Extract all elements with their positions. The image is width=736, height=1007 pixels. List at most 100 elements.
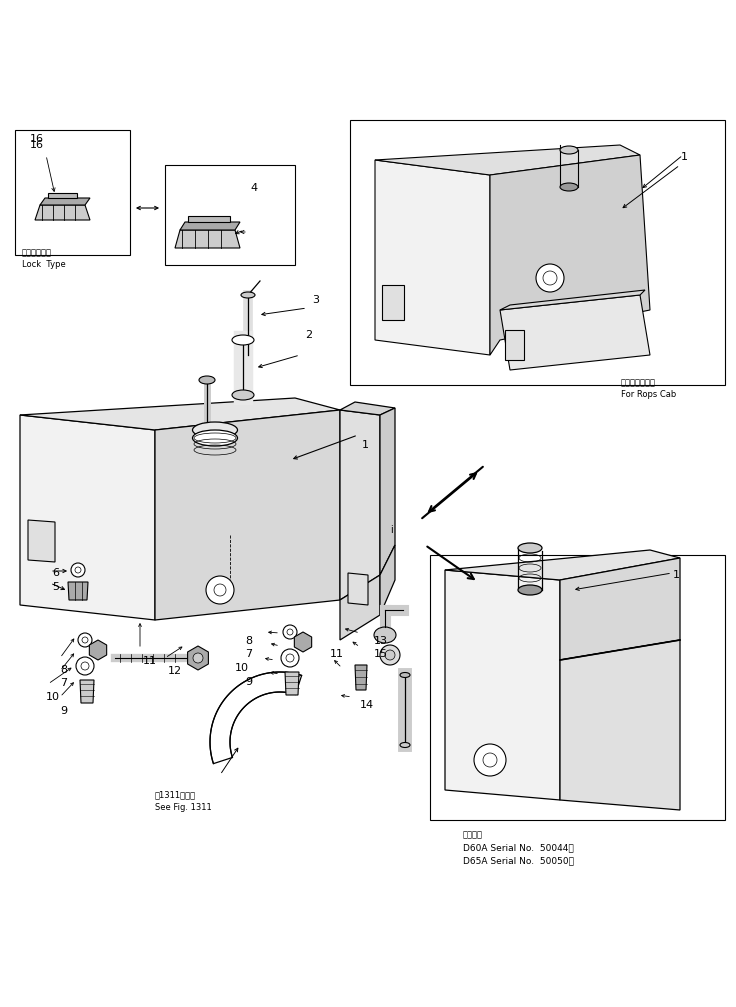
Text: 16: 16 xyxy=(30,134,44,144)
Bar xyxy=(15,130,130,255)
Polygon shape xyxy=(20,398,340,430)
Ellipse shape xyxy=(374,627,396,643)
Text: 8: 8 xyxy=(245,636,252,646)
Text: 第1311図参照: 第1311図参照 xyxy=(155,790,196,799)
Text: See Fig. 1311: See Fig. 1311 xyxy=(155,803,212,812)
Text: 11: 11 xyxy=(330,649,344,659)
Text: 3: 3 xyxy=(312,295,319,305)
Text: i: i xyxy=(390,525,393,535)
Text: For Rops Cab: For Rops Cab xyxy=(621,390,676,399)
Ellipse shape xyxy=(193,430,238,446)
Text: 15: 15 xyxy=(374,649,388,659)
Polygon shape xyxy=(490,155,650,355)
Ellipse shape xyxy=(232,390,254,400)
Polygon shape xyxy=(175,230,240,248)
Text: 2: 2 xyxy=(305,330,312,340)
Text: 14: 14 xyxy=(360,700,374,710)
Polygon shape xyxy=(380,408,395,575)
Text: 12: 12 xyxy=(168,666,182,676)
Text: 4: 4 xyxy=(250,183,257,193)
Polygon shape xyxy=(340,410,380,600)
Circle shape xyxy=(82,637,88,643)
Text: 9: 9 xyxy=(245,677,252,687)
Ellipse shape xyxy=(518,585,542,595)
Text: 6: 6 xyxy=(52,568,59,578)
Polygon shape xyxy=(500,295,650,370)
Polygon shape xyxy=(40,198,90,205)
Polygon shape xyxy=(382,285,404,320)
Circle shape xyxy=(283,625,297,639)
Polygon shape xyxy=(294,632,311,652)
Text: 8: 8 xyxy=(60,665,67,675)
Text: 1: 1 xyxy=(681,152,688,162)
Polygon shape xyxy=(68,582,88,600)
Circle shape xyxy=(76,657,94,675)
Circle shape xyxy=(78,633,92,648)
Text: 16: 16 xyxy=(30,140,44,150)
Polygon shape xyxy=(340,402,395,415)
Circle shape xyxy=(286,654,294,662)
Polygon shape xyxy=(340,575,380,640)
Circle shape xyxy=(71,563,85,577)
Circle shape xyxy=(483,753,497,767)
Circle shape xyxy=(206,576,234,604)
Text: 5: 5 xyxy=(52,582,59,592)
Circle shape xyxy=(75,567,81,573)
Ellipse shape xyxy=(199,376,215,384)
Polygon shape xyxy=(445,570,560,800)
Polygon shape xyxy=(445,550,680,580)
Circle shape xyxy=(287,629,293,635)
Polygon shape xyxy=(560,558,680,660)
Circle shape xyxy=(81,662,89,670)
Text: 9: 9 xyxy=(60,706,67,716)
Circle shape xyxy=(214,584,226,596)
Polygon shape xyxy=(80,680,94,703)
Polygon shape xyxy=(500,290,645,310)
Ellipse shape xyxy=(241,292,255,298)
Text: 11: 11 xyxy=(143,656,157,666)
Text: 10: 10 xyxy=(235,663,249,673)
Text: 1: 1 xyxy=(362,440,369,450)
Bar xyxy=(165,165,295,265)
Polygon shape xyxy=(285,672,299,695)
Polygon shape xyxy=(355,665,367,690)
Text: D65A Serial No.  50050～: D65A Serial No. 50050～ xyxy=(463,856,574,865)
Polygon shape xyxy=(375,145,640,175)
Circle shape xyxy=(281,649,299,667)
Text: 13: 13 xyxy=(374,636,388,646)
Polygon shape xyxy=(28,520,55,562)
Polygon shape xyxy=(375,160,490,355)
Polygon shape xyxy=(560,640,680,810)
Ellipse shape xyxy=(400,742,410,747)
Text: Lock  Type: Lock Type xyxy=(22,260,66,269)
Polygon shape xyxy=(188,646,208,670)
Polygon shape xyxy=(180,222,240,230)
Bar xyxy=(430,555,725,820)
Bar xyxy=(350,120,725,385)
Text: ロプスキャブ用: ロプスキャブ用 xyxy=(621,378,656,387)
Ellipse shape xyxy=(232,335,254,345)
Polygon shape xyxy=(155,410,340,620)
Text: 7: 7 xyxy=(60,678,67,688)
Ellipse shape xyxy=(560,183,578,191)
Text: 7: 7 xyxy=(245,649,252,659)
Polygon shape xyxy=(380,545,395,615)
Polygon shape xyxy=(188,215,230,222)
Polygon shape xyxy=(48,193,77,198)
Polygon shape xyxy=(20,415,155,620)
Circle shape xyxy=(474,744,506,776)
Text: ロックタイプ: ロックタイプ xyxy=(22,248,52,257)
Polygon shape xyxy=(210,672,302,763)
Circle shape xyxy=(193,653,203,663)
Text: D60A Serial No.  50044～: D60A Serial No. 50044～ xyxy=(463,843,574,852)
Ellipse shape xyxy=(560,146,578,154)
Polygon shape xyxy=(35,205,90,220)
Circle shape xyxy=(385,650,395,660)
Text: 1: 1 xyxy=(673,570,680,580)
Circle shape xyxy=(543,271,557,285)
Text: 適用号機: 適用号機 xyxy=(463,830,483,839)
Polygon shape xyxy=(89,640,107,660)
Polygon shape xyxy=(505,330,524,359)
Circle shape xyxy=(536,264,564,292)
Text: 10: 10 xyxy=(46,692,60,702)
